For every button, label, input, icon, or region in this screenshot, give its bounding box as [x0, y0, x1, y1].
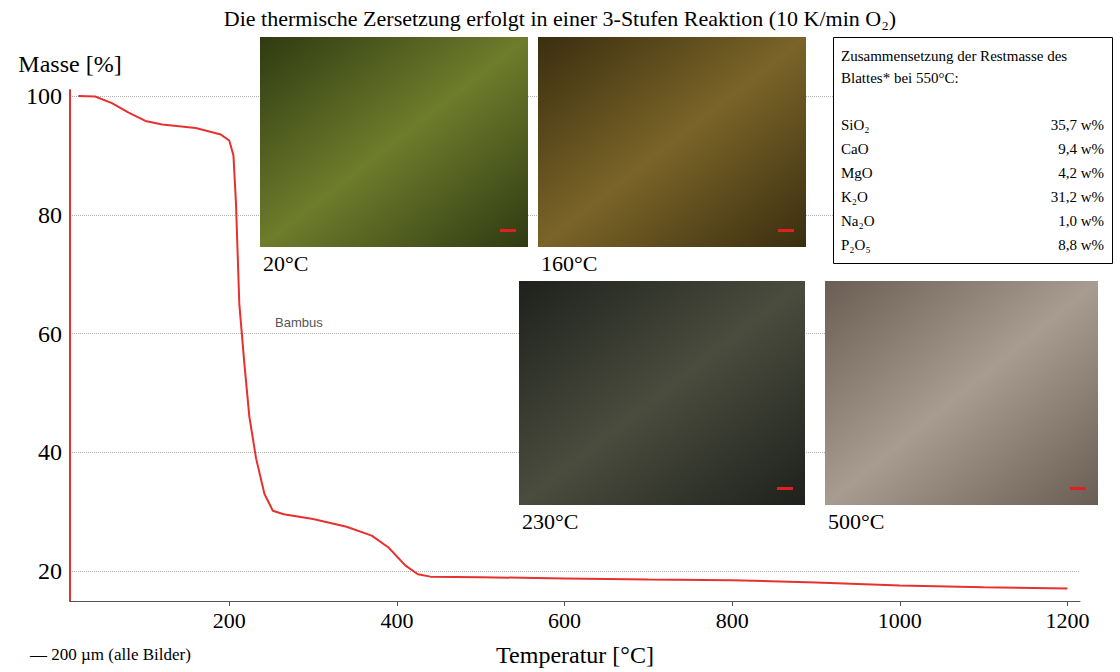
svg-text:P₂O₅: P₂O₅	[841, 237, 871, 253]
svg-text:Blattes* bei 550°C:: Blattes* bei 550°C:	[841, 70, 959, 86]
svg-text:40: 40	[38, 439, 62, 465]
svg-text:100: 100	[26, 83, 62, 109]
svg-text:— 200 µm (alle Bilder): — 200 µm (alle Bilder)	[29, 645, 191, 664]
svg-text:60: 60	[38, 321, 62, 347]
svg-text:Bambus: Bambus	[275, 315, 323, 330]
svg-text:CaO: CaO	[841, 141, 869, 157]
svg-text:K₂O: K₂O	[841, 189, 868, 205]
svg-text:200: 200	[213, 608, 246, 633]
svg-text:Temperatur [°C]: Temperatur [°C]	[496, 642, 654, 668]
svg-text:1,0 w%: 1,0 w%	[1058, 213, 1104, 229]
svg-text:8,8 w%: 8,8 w%	[1058, 237, 1104, 253]
svg-text:MgO: MgO	[841, 165, 873, 181]
svg-text:9,4 w%: 9,4 w%	[1058, 141, 1104, 157]
svg-text:Na₂O: Na₂O	[841, 213, 875, 229]
svg-text:Die thermische Zersetzung erfo: Die thermische Zersetzung erfolgt in ein…	[224, 6, 896, 31]
svg-text:600: 600	[548, 608, 581, 633]
svg-text:20: 20	[38, 558, 62, 584]
svg-text:500°C: 500°C	[828, 509, 884, 534]
svg-text:Masse [%]: Masse [%]	[18, 51, 121, 77]
svg-text:1200: 1200	[1045, 608, 1089, 633]
svg-text:1000: 1000	[878, 608, 922, 633]
svg-text:Zusammensetzung der Restmasse: Zusammensetzung der Restmasse des	[841, 48, 1071, 64]
svg-text:4,2 w%: 4,2 w%	[1058, 165, 1104, 181]
svg-text:35,7 w%: 35,7 w%	[1051, 117, 1104, 133]
svg-text:160°C: 160°C	[541, 251, 597, 276]
svg-text:31,2 w%: 31,2 w%	[1051, 189, 1104, 205]
svg-text:800: 800	[716, 608, 749, 633]
svg-text:20°C: 20°C	[263, 251, 308, 276]
svg-text:80: 80	[38, 202, 62, 228]
svg-text:SiO₂: SiO₂	[841, 117, 870, 133]
svg-text:230°C: 230°C	[522, 509, 578, 534]
svg-text:400: 400	[380, 608, 413, 633]
